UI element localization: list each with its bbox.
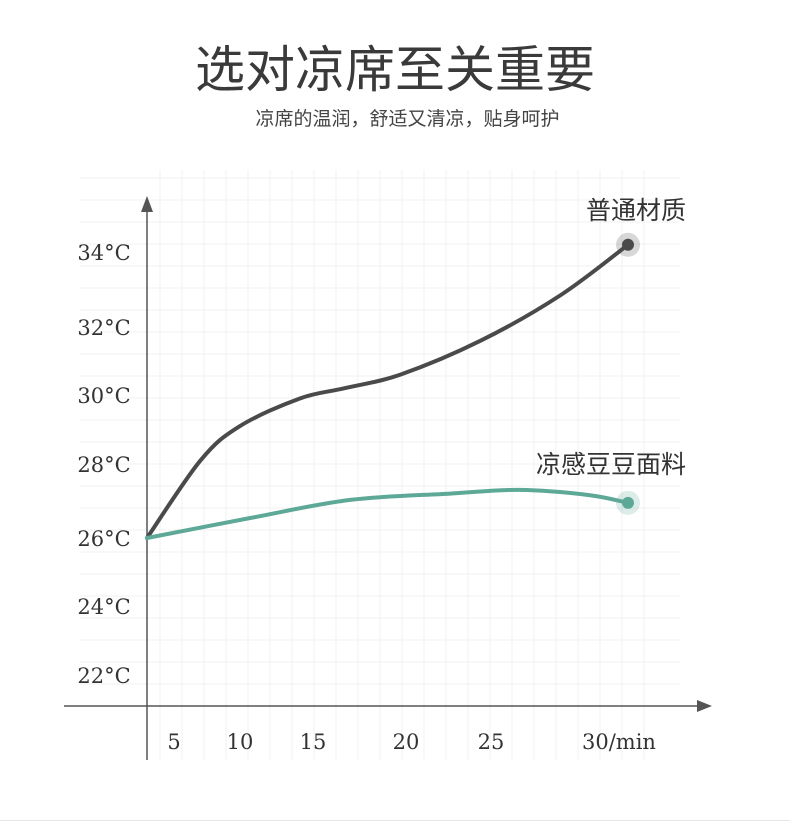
series-label: 凉感豆豆面料 [536,450,686,479]
page-title: 选对凉席至关重要 [195,41,595,99]
series-label: 普通材质 [586,196,686,225]
y-tick-label: 32°C [77,316,130,340]
y-tick-label: 26°C [77,527,130,551]
x-tick-label: 10 [227,730,254,754]
axes [64,196,712,760]
x-tick-label: 15 [300,730,327,754]
x-axis-arrow-icon [697,700,712,712]
grid [80,170,680,760]
endpoint-marker [622,238,634,251]
y-tick-label: 30°C [77,384,130,408]
y-tick-label: 28°C [77,453,130,477]
x-tick-label: 25 [478,730,505,754]
y-tick-label: 22°C [77,664,130,688]
page-subtitle: 凉席的温润，舒适又清凉，贴身呵护 [255,108,560,130]
x-tick-label: 5 [167,730,180,754]
x-tick-label: 20 [393,730,420,754]
y-tick-label: 34°C [77,241,130,265]
endpoint-marker [622,496,634,509]
y-tick-label: 24°C [77,595,130,619]
x-tick-label: 30/min [582,730,656,754]
divider [0,820,790,821]
series-line-0 [145,242,630,540]
series-line-1 [145,487,630,540]
y-axis-arrow-icon [141,196,153,212]
